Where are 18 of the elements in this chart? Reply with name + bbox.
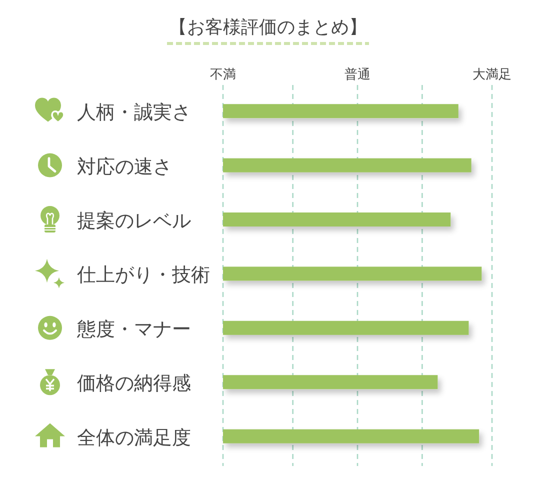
y-tick-label: 対応の速さ [77,156,172,178]
bar [223,266,482,281]
y-tick-label: 仕上がり・技術 [76,265,210,286]
y-tick-label: 全体の満足度 [77,426,191,449]
ref-line-label: 大満足 [472,66,512,82]
bar [223,320,469,335]
ref-line-label: 不満 [210,66,236,82]
y-tick-label: 人柄・誠実さ [77,102,191,124]
y-tick-label: 態度・マナー [76,318,191,340]
bar [223,375,438,390]
y-tick-label: 提案のレベル [77,210,191,232]
bar [223,104,458,118]
bar [223,429,480,444]
bar [223,158,472,172]
ref-line-label: 普通 [344,66,370,82]
chart-title: 【お客様評価のまとめ】 [169,17,367,37]
y-tick-label: 価格の納得感 [77,374,191,395]
bar [223,212,451,226]
